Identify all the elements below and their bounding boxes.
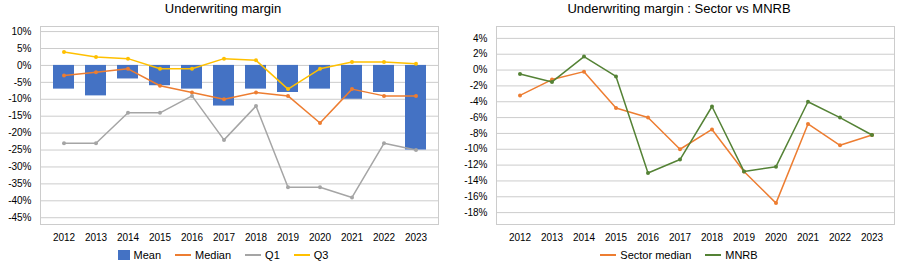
svg-text:2017: 2017 <box>213 232 236 243</box>
svg-text:2022: 2022 <box>373 232 396 243</box>
svg-text:2019: 2019 <box>733 232 756 243</box>
html-text:Mean: Mean <box>133 249 161 261</box>
svg-text:2016: 2016 <box>181 232 204 243</box>
svg-text:2014: 2014 <box>117 232 140 243</box>
svg-text:10%: 10% <box>11 26 31 37</box>
svg-text:5%: 5% <box>17 43 32 54</box>
svg-text:-10%: -10% <box>464 143 487 154</box>
svg-text:-2%: -2% <box>470 80 488 91</box>
svg-text:0%: 0% <box>17 60 32 71</box>
svg-text:2020: 2020 <box>309 232 332 243</box>
svg-text:4%: 4% <box>473 33 488 44</box>
svg-text:2013: 2013 <box>541 232 564 243</box>
svg-text:2015: 2015 <box>605 232 628 243</box>
svg-text:2021: 2021 <box>341 232 364 243</box>
svg-text:-35%: -35% <box>8 178 31 189</box>
svg-text:2019: 2019 <box>277 232 300 243</box>
svg-text:2017: 2017 <box>669 232 692 243</box>
svg-text:2014: 2014 <box>573 232 596 243</box>
svg-text:-45%: -45% <box>8 212 31 223</box>
html-text:Underwriting margin: Underwriting margin <box>164 1 282 16</box>
svg-text:-6%: -6% <box>470 112 488 123</box>
svg-text:-16%: -16% <box>464 191 487 202</box>
svg-text:-12%: -12% <box>464 159 487 170</box>
svg-text:-8%: -8% <box>470 128 488 139</box>
svg-text:-20%: -20% <box>8 127 31 138</box>
svg-text:2021: 2021 <box>797 232 820 243</box>
svg-text:-15%: -15% <box>8 110 31 121</box>
html-text:Median: Median <box>195 249 232 261</box>
svg-text:2020: 2020 <box>765 232 788 243</box>
svg-text:2018: 2018 <box>701 232 724 243</box>
svg-text:2012: 2012 <box>53 232 76 243</box>
html-text:Q3: Q3 <box>313 249 329 261</box>
svg-text:-40%: -40% <box>8 195 31 206</box>
svg-text:2016: 2016 <box>637 232 660 243</box>
svg-text:-25%: -25% <box>8 144 31 155</box>
svg-text:-10%: -10% <box>8 93 31 104</box>
svg-text:-18%: -18% <box>464 207 487 218</box>
svg-text:2015: 2015 <box>149 232 172 243</box>
svg-text:-30%: -30% <box>8 161 31 172</box>
svg-text:2023: 2023 <box>405 232 428 243</box>
svg-text:2023: 2023 <box>861 232 884 243</box>
svg-text:2%: 2% <box>473 48 488 59</box>
svg-text:-5%: -5% <box>14 77 32 88</box>
svg-text:0%: 0% <box>473 64 488 75</box>
svg-text:-4%: -4% <box>470 96 488 107</box>
html-text:Sector median: Sector median <box>620 249 692 261</box>
svg-text:-14%: -14% <box>464 175 487 186</box>
html-text:Underwriting margin : Sector v: Underwriting margin : Sector vs MNRB <box>567 1 791 16</box>
html-text:Q1: Q1 <box>265 249 280 261</box>
svg-text:2013: 2013 <box>85 232 108 243</box>
svg-text:2018: 2018 <box>245 232 268 243</box>
html-text:MNRB: MNRB <box>725 249 758 261</box>
svg-text:2022: 2022 <box>829 232 852 243</box>
svg-text:2012: 2012 <box>509 232 532 243</box>
